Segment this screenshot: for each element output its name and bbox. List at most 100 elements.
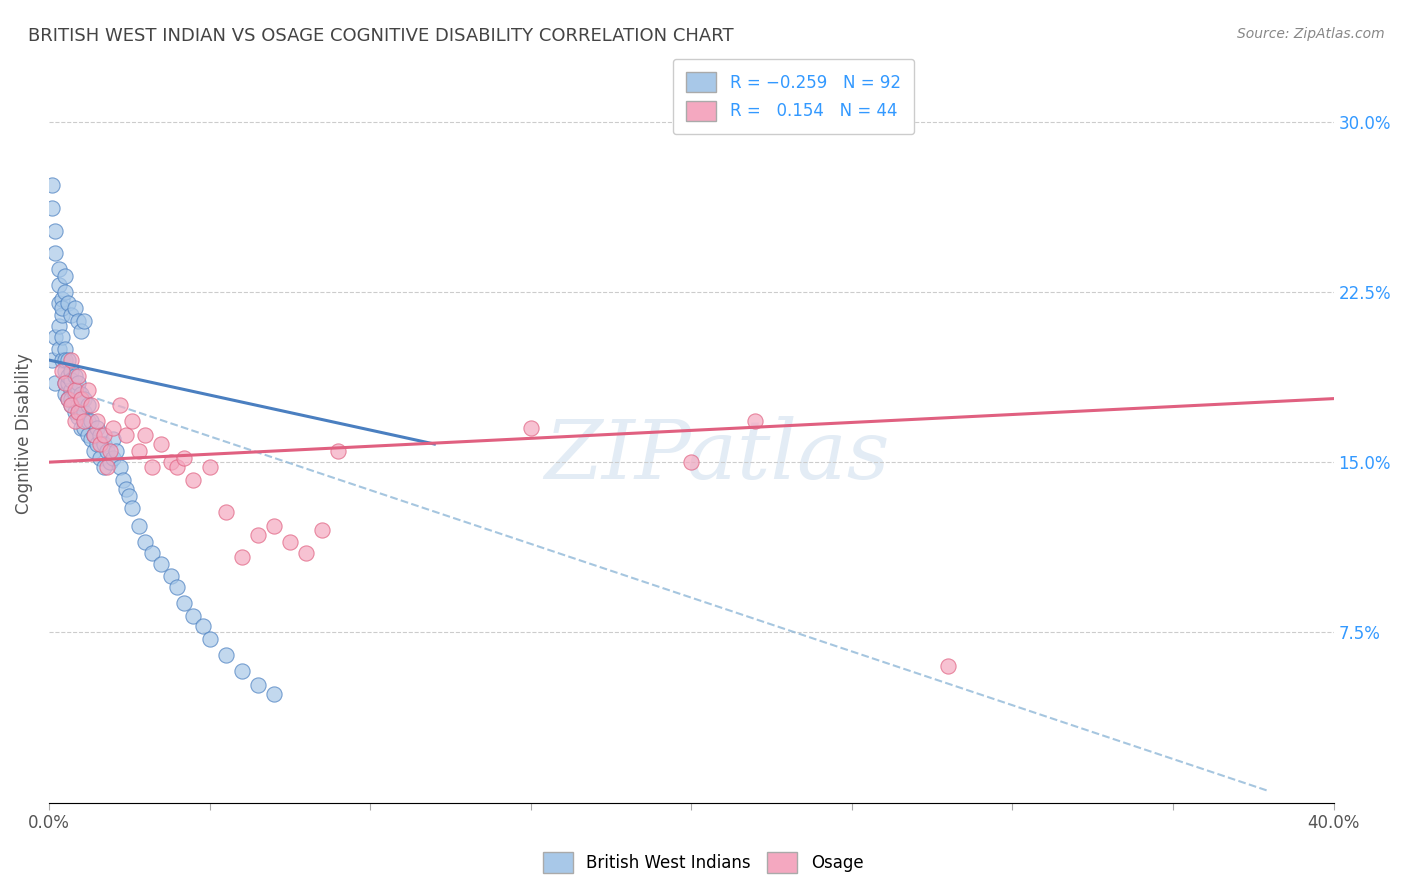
Point: [118, 489, 141, 503]
Point: [66, 368, 89, 383]
Point: [83, 443, 105, 458]
Point: [66, 409, 89, 424]
Point: [93, 459, 115, 474]
Legend: R = −0.259   N = 92, R =   0.154   N = 44: R = −0.259 N = 92, R = 0.154 N = 44: [673, 59, 914, 135]
Text: BRITISH WEST INDIAN VS OSAGE COGNITIVE DISABILITY CORRELATION CHART: BRITISH WEST INDIAN VS OSAGE COGNITIVE D…: [28, 27, 734, 45]
Point: [141, 546, 163, 560]
Point: [93, 428, 115, 442]
Point: [60, 353, 83, 368]
Point: [58, 368, 80, 383]
Point: [76, 414, 98, 428]
Point: [246, 677, 269, 691]
Point: [48, 278, 70, 293]
Point: [51, 353, 73, 368]
Point: [295, 546, 318, 560]
Point: [53, 364, 76, 378]
Point: [86, 421, 108, 435]
Point: [60, 364, 83, 378]
Point: [73, 314, 96, 328]
Point: [263, 518, 285, 533]
Point: [53, 353, 76, 368]
Point: [76, 383, 98, 397]
Point: [63, 405, 86, 419]
Point: [278, 534, 301, 549]
Point: [53, 376, 76, 390]
Point: [160, 568, 183, 582]
Point: [80, 433, 103, 447]
Point: [58, 392, 80, 406]
Point: [108, 399, 131, 413]
Point: [246, 528, 269, 542]
Point: [160, 455, 183, 469]
Point: [63, 301, 86, 315]
Point: [166, 580, 188, 594]
Point: [183, 473, 205, 487]
Point: [70, 405, 93, 419]
Point: [73, 414, 96, 428]
Point: [214, 648, 236, 662]
Point: [121, 414, 143, 428]
Point: [53, 285, 76, 299]
Point: [63, 414, 86, 428]
Point: [115, 428, 138, 442]
Point: [86, 414, 108, 428]
Point: [41, 201, 63, 215]
Point: [60, 308, 83, 322]
Point: [98, 455, 121, 469]
Point: [66, 314, 89, 328]
Point: [70, 324, 93, 338]
Point: [58, 353, 80, 368]
Point: [66, 399, 89, 413]
Point: [41, 178, 63, 193]
Point: [111, 473, 134, 487]
Point: [48, 318, 70, 333]
Point: [173, 596, 195, 610]
Point: [80, 414, 103, 428]
Point: [70, 387, 93, 401]
Point: [48, 296, 70, 310]
Point: [103, 450, 125, 465]
Point: [41, 353, 63, 368]
Point: [53, 387, 76, 401]
Point: [89, 437, 111, 451]
Point: [105, 443, 128, 458]
Legend: British West Indians, Osage: British West Indians, Osage: [536, 846, 870, 880]
Point: [103, 421, 125, 435]
Point: [128, 518, 150, 533]
Point: [98, 443, 121, 458]
Point: [96, 443, 118, 458]
Point: [60, 399, 83, 413]
Point: [141, 459, 163, 474]
Point: [73, 421, 96, 435]
Point: [936, 659, 959, 673]
Point: [51, 330, 73, 344]
Point: [60, 374, 83, 388]
Point: [83, 428, 105, 442]
Point: [198, 459, 221, 474]
Point: [58, 376, 80, 390]
Point: [86, 437, 108, 451]
Point: [93, 437, 115, 451]
Point: [51, 292, 73, 306]
Point: [53, 342, 76, 356]
Point: [115, 483, 138, 497]
Point: [183, 609, 205, 624]
Point: [51, 364, 73, 378]
Point: [173, 450, 195, 465]
Point: [44, 376, 66, 390]
Point: [70, 396, 93, 410]
Point: [53, 268, 76, 283]
Point: [60, 399, 83, 413]
Text: Source: ZipAtlas.com: Source: ZipAtlas.com: [1237, 27, 1385, 41]
Point: [66, 376, 89, 390]
Y-axis label: Cognitive Disability: Cognitive Disability: [15, 353, 32, 514]
Point: [198, 632, 221, 647]
Point: [103, 433, 125, 447]
Point: [44, 330, 66, 344]
Point: [73, 405, 96, 419]
Point: [519, 421, 541, 435]
Point: [73, 392, 96, 406]
Point: [60, 383, 83, 397]
Point: [48, 262, 70, 277]
Point: [231, 550, 253, 565]
